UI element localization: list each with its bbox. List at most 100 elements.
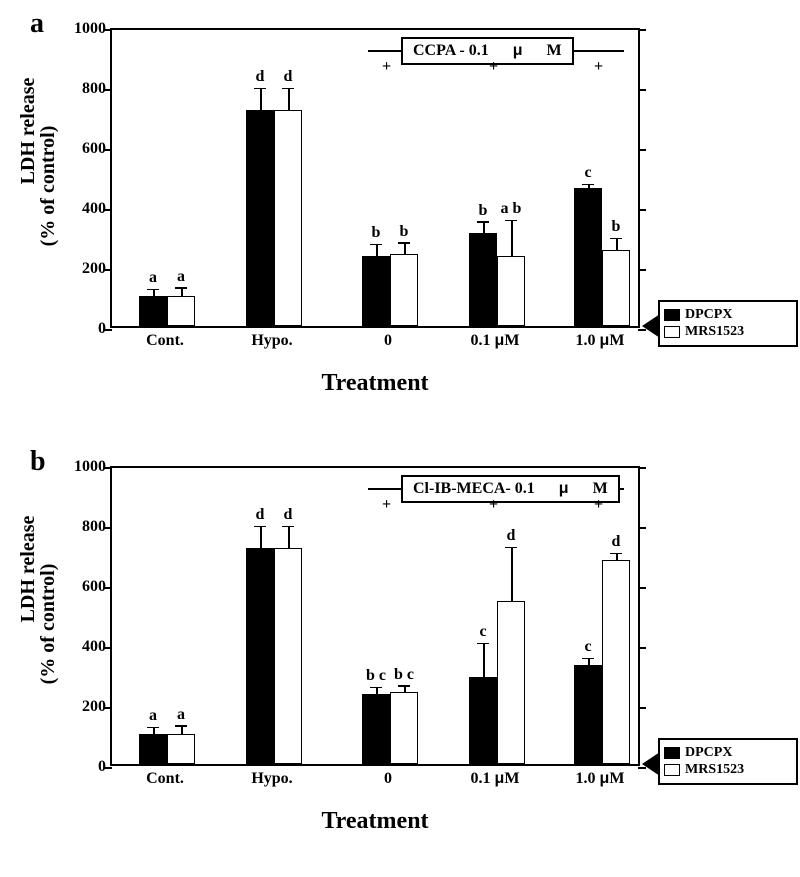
error-bar-cap xyxy=(582,184,594,186)
ytick-mark xyxy=(104,467,112,469)
bar-dpcpx xyxy=(246,110,274,326)
panel-a-xlabel: Treatment xyxy=(110,370,640,397)
bar-mrs xyxy=(602,250,630,327)
error-bar xyxy=(404,687,406,692)
ytick-label: 800 xyxy=(56,80,106,98)
error-bar xyxy=(153,290,155,296)
ytick-mark xyxy=(104,647,112,649)
error-bar xyxy=(181,727,183,735)
xtick-label: 1.0 μM xyxy=(560,332,640,350)
sig-label: b c xyxy=(361,667,391,685)
ytick-mark xyxy=(638,149,646,151)
bar-dpcpx xyxy=(574,188,602,326)
error-bar-cap xyxy=(282,526,294,528)
error-bar xyxy=(511,221,513,256)
ytick-mark xyxy=(638,209,646,211)
legend-text-mrs1523: MRS1523 xyxy=(685,324,744,340)
ytick-label: 1000 xyxy=(56,458,106,476)
legend-text-dpcpx: DPCPX xyxy=(685,307,732,323)
sig-label: d xyxy=(245,68,275,86)
panel-a-ylabel-1: LDH release xyxy=(17,41,39,221)
xtick-label: Cont. xyxy=(125,332,205,350)
legend-row: DPCPX xyxy=(664,745,792,761)
legend-row: MRS1523 xyxy=(664,324,792,340)
error-bar xyxy=(288,527,290,548)
panel-b-ylabel-2: (% of control) xyxy=(37,534,59,714)
error-bar-cap xyxy=(175,725,187,727)
legend-swatch-mrs1523 xyxy=(664,764,680,776)
legend-swatch-dpcpx xyxy=(664,747,680,759)
ytick-mark xyxy=(638,707,646,709)
plus-mark: + xyxy=(489,496,498,514)
ytick-label: 400 xyxy=(56,638,106,656)
error-bar xyxy=(288,89,290,110)
bar-dpcpx xyxy=(246,548,274,764)
bar-mrs xyxy=(497,601,525,765)
ytick-mark xyxy=(638,647,646,649)
ytick-label: 800 xyxy=(56,518,106,536)
error-bar-cap xyxy=(147,289,159,291)
xtick-label: 0.1 μM xyxy=(455,332,535,350)
xtick-label: 0.1 μM xyxy=(455,770,535,788)
ytick-mark xyxy=(104,707,112,709)
sig-label: b xyxy=(361,224,391,242)
sig-label: a xyxy=(166,706,196,724)
legend-swatch-mrs1523 xyxy=(664,326,680,338)
bar-dpcpx xyxy=(469,677,497,764)
annot-box: Cl-IB-MECA- 0.1 μM xyxy=(401,475,620,503)
error-bar-cap xyxy=(505,220,517,222)
error-bar-cap xyxy=(477,643,489,645)
error-bar xyxy=(483,223,485,234)
legend-row: MRS1523 xyxy=(664,762,792,778)
ytick-label: 600 xyxy=(56,578,106,596)
error-bar-cap xyxy=(370,244,382,246)
ytick-mark xyxy=(638,467,646,469)
xtick-label: Hypo. xyxy=(232,332,312,350)
bar-mrs xyxy=(274,548,302,764)
sig-label: c xyxy=(573,638,603,656)
ytick-mark xyxy=(104,329,112,331)
bar-dpcpx xyxy=(469,233,497,326)
bar-mrs xyxy=(602,560,630,764)
xtick-label: 0 xyxy=(348,332,428,350)
plus-mark: + xyxy=(489,58,498,76)
bar-dpcpx xyxy=(362,694,390,765)
panel-a-plot-area: 02004006008001000aaddbbba bcbCCPA - 0.1 … xyxy=(110,28,640,328)
sig-label: d xyxy=(496,527,526,545)
error-bar-cap xyxy=(477,221,489,223)
ytick-mark xyxy=(104,29,112,31)
sig-label: d xyxy=(601,533,631,551)
error-bar-cap xyxy=(505,547,517,549)
sig-label: c xyxy=(468,623,498,641)
error-bar-cap xyxy=(175,287,187,289)
bar-dpcpx xyxy=(139,296,167,326)
error-bar-cap xyxy=(254,526,266,528)
error-bar-cap xyxy=(610,553,622,555)
error-bar xyxy=(404,244,406,255)
error-bar xyxy=(260,89,262,110)
error-bar xyxy=(376,245,378,256)
sig-label: a xyxy=(166,268,196,286)
ytick-label: 1000 xyxy=(56,20,106,38)
plus-mark: + xyxy=(594,496,603,514)
error-bar xyxy=(376,688,378,693)
error-bar-cap xyxy=(282,88,294,90)
sig-label: d xyxy=(273,506,303,524)
ytick-mark xyxy=(104,527,112,529)
ytick-mark xyxy=(638,527,646,529)
sig-label: b c xyxy=(389,666,419,684)
error-bar xyxy=(153,728,155,734)
error-bar xyxy=(511,548,513,601)
xtick-label: Hypo. xyxy=(232,770,312,788)
ytick-mark xyxy=(638,89,646,91)
xtick-label: Cont. xyxy=(125,770,205,788)
error-bar-cap xyxy=(398,242,410,244)
sig-label: b xyxy=(601,218,631,236)
ytick-mark xyxy=(104,269,112,271)
ytick-mark xyxy=(638,587,646,589)
error-bar-cap xyxy=(582,658,594,660)
panel-a-legend: DPCPX MRS1523 xyxy=(658,300,798,347)
error-bar xyxy=(616,554,618,560)
sig-label: d xyxy=(245,506,275,524)
sig-label: c xyxy=(573,164,603,182)
